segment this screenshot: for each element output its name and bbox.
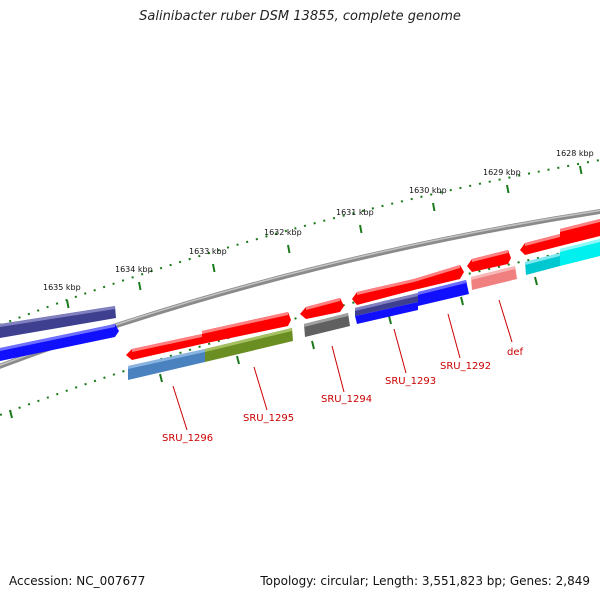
ruler-label-1631: 1631 kbp <box>336 208 374 217</box>
cds-forward-edge[interactable] <box>560 219 600 246</box>
inner-ruler-major-ticks <box>9 276 538 419</box>
outer-ruler-major-ticks <box>66 165 583 309</box>
cog-features <box>128 239 600 380</box>
ruler-label-1630: 1630 kbp <box>409 186 447 195</box>
ruler-tick-1634 <box>138 281 142 291</box>
ruler-tick-labels: 1628 kbp 1629 kbp 1630 kbp 1631 kbp 1632 kbp… <box>43 149 594 292</box>
cog-next[interactable] <box>525 253 560 275</box>
gene-labels: SRU_1296 SRU_1295 SRU_1294 SRU_1293 SRU_… <box>162 347 524 444</box>
ruler-tick-1628 <box>579 165 583 175</box>
ruler-tick-1630 <box>432 202 436 212</box>
cog-sru1292[interactable] <box>418 280 469 306</box>
ruler-tick-1635 <box>66 299 70 309</box>
cog-sru1294[interactable] <box>304 313 350 337</box>
cds-forward-def[interactable] <box>467 250 511 272</box>
ruler-label-1635: 1635 kbp <box>43 283 81 292</box>
ruler-label-1629: 1629 kbp <box>483 168 521 177</box>
ruler-label-1632: 1632 kbp <box>264 228 302 237</box>
cds-left-blue[interactable] <box>0 324 119 361</box>
gene-label-sru1292[interactable]: SRU_1292 <box>440 361 491 372</box>
ruler-label-1634: 1634 kbp <box>115 265 153 274</box>
cds-forward-sru1294[interactable] <box>300 298 344 319</box>
forward-strand-features <box>126 219 600 360</box>
ruler-tick-1633 <box>212 263 216 273</box>
cog-sru1295[interactable] <box>205 328 293 362</box>
cog-edge[interactable] <box>560 239 600 266</box>
ruler-tick-1629 <box>506 184 510 194</box>
ruler-label-1628: 1628 kbp <box>556 149 594 158</box>
gene-label-def[interactable]: def <box>507 347 524 358</box>
cds-forward-sru1292[interactable] <box>414 265 464 290</box>
map-title: Salinibacter ruber DSM 13855, complete g… <box>139 9 461 24</box>
ruler-tick-1631 <box>359 224 363 234</box>
left-edge-features <box>0 306 119 361</box>
accession-text: Accession: NC_007677 <box>9 574 146 588</box>
cog-sru1296[interactable] <box>128 349 205 380</box>
gene-label-sru1294[interactable]: SRU_1294 <box>321 394 372 405</box>
cog-sru1293-blue[interactable] <box>355 302 418 324</box>
gene-label-sru1293[interactable]: SRU_1293 <box>385 376 436 387</box>
gene-label-sru1295[interactable]: SRU_1295 <box>243 413 294 424</box>
outer-ruler-arc <box>0 159 600 326</box>
cog-def[interactable] <box>471 266 517 290</box>
topology-text: Topology: circular; Length: 3,551,823 bp… <box>260 574 590 588</box>
label-leader-lines <box>172 299 513 431</box>
cds-forward-sru1295[interactable] <box>202 312 291 344</box>
gene-label-sru1296[interactable]: SRU_1296 <box>162 433 213 444</box>
ruler-tick-1632 <box>287 244 291 254</box>
cog-left-navy[interactable] <box>0 306 116 338</box>
ruler-label-1633: 1633 kbp <box>189 247 227 256</box>
